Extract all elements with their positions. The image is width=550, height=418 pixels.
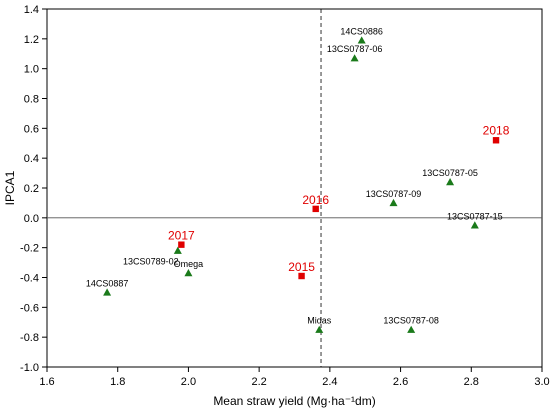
x-axis-label: Mean straw yield (Mg·ha⁻¹dm): [213, 394, 375, 408]
x-tick-label: 1.8: [110, 376, 125, 388]
genotype-marker: [103, 288, 111, 295]
plot-frame: [47, 9, 542, 367]
y-tick-label: -0.6: [20, 302, 39, 314]
y-tick-label: 0.8: [24, 94, 39, 106]
genotype-label: 13CS0787-06: [327, 44, 383, 54]
genotype-label: 13CS0789-02: [123, 257, 179, 267]
genotype-marker: [315, 326, 323, 333]
year-marker: [493, 137, 499, 143]
x-tick-label: 2.0: [181, 376, 196, 388]
genotype-marker: [407, 326, 415, 333]
year-label: 2015: [288, 260, 315, 274]
y-tick-label: 0.4: [24, 153, 39, 165]
genotype-label: Omega: [174, 259, 204, 269]
x-tick-label: 2.2: [251, 376, 266, 388]
x-tick-label: 2.4: [322, 376, 337, 388]
year-label: 2017: [168, 229, 195, 243]
x-tick-label: 2.6: [393, 376, 408, 388]
genotype-label: 14CS0887: [86, 278, 129, 288]
y-axis-label: IPCA1: [3, 170, 17, 205]
y-tick-label: 0.0: [24, 213, 39, 225]
y-tick-label: -0.8: [20, 332, 39, 344]
y-tick-label: 1.4: [24, 4, 39, 16]
genotype-label: Midas: [307, 316, 332, 326]
genotype-marker: [390, 199, 398, 206]
genotype-label: 13CS0787-09: [366, 189, 422, 199]
genotype-label: 13CS0787-15: [447, 211, 503, 221]
y-tick-label: 0.6: [24, 123, 39, 135]
y-tick-label: -0.4: [20, 273, 39, 285]
genotype-marker: [184, 269, 192, 276]
year-label: 2016: [302, 193, 329, 207]
y-tick-label: 1.0: [24, 64, 39, 76]
genotype-marker: [446, 178, 454, 185]
x-tick-label: 1.6: [39, 376, 54, 388]
genotype-label: 14CS0886: [340, 26, 383, 36]
genotype-marker: [358, 36, 366, 43]
genotype-marker: [471, 221, 479, 228]
x-tick-label: 3.0: [534, 376, 549, 388]
genotype-label: 13CS0787-05: [422, 168, 478, 178]
genotype-marker: [351, 54, 359, 61]
y-tick-label: -0.2: [20, 243, 39, 255]
y-tick-label: -1.0: [20, 362, 39, 374]
genotype-label: 13CS0787-08: [383, 316, 439, 326]
x-tick-label: 2.8: [464, 376, 479, 388]
year-label: 2018: [483, 123, 510, 137]
y-tick-label: 0.2: [24, 183, 39, 195]
y-tick-label: 1.2: [24, 34, 39, 46]
